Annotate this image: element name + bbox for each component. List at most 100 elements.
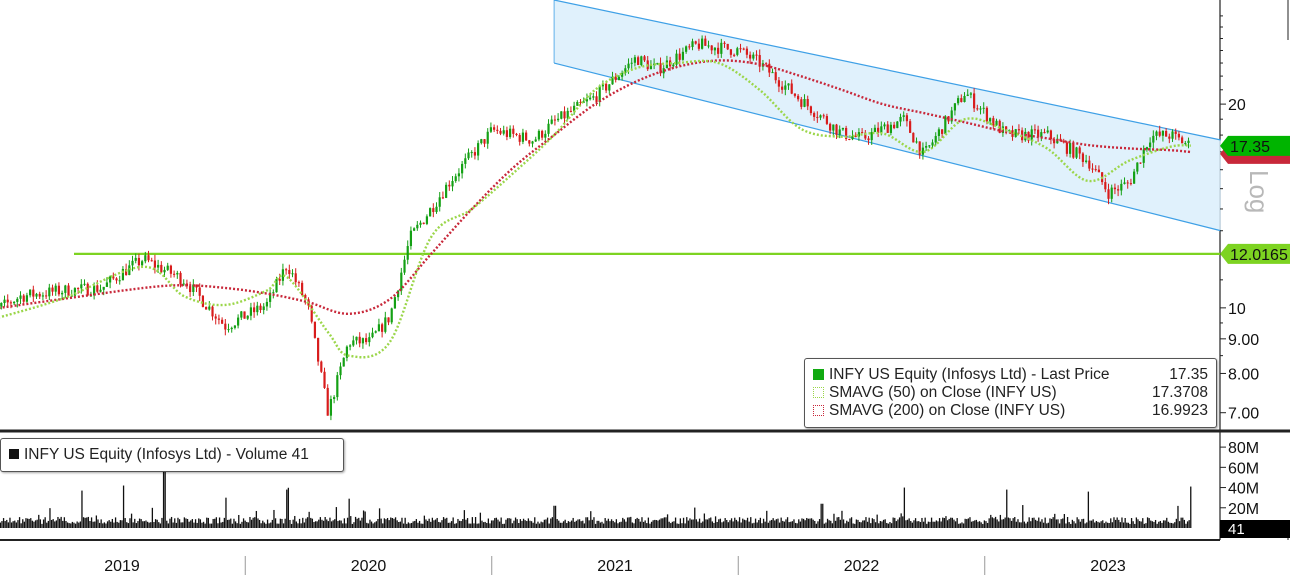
volume-bar bbox=[300, 523, 302, 528]
volume-bar bbox=[684, 523, 686, 528]
volume-bar bbox=[284, 518, 286, 528]
volume-bar bbox=[767, 522, 770, 528]
candle-body bbox=[899, 116, 902, 122]
candle-body bbox=[813, 113, 816, 117]
volume-bar bbox=[498, 521, 501, 528]
volume-bar bbox=[367, 523, 370, 528]
volume-bar bbox=[1183, 519, 1186, 528]
candle-body bbox=[528, 140, 531, 144]
volume-bar bbox=[746, 517, 749, 528]
candle-body bbox=[870, 132, 873, 141]
volume-bar bbox=[401, 517, 403, 528]
volume-bar bbox=[302, 517, 304, 528]
volume-bar bbox=[918, 521, 920, 528]
candle-body bbox=[1011, 130, 1014, 137]
volume-bar bbox=[332, 520, 334, 528]
volume-bar bbox=[630, 516, 632, 528]
volume-bar bbox=[271, 519, 274, 528]
volume-bar bbox=[908, 518, 910, 528]
volume-bar bbox=[438, 521, 440, 528]
candle-body bbox=[86, 283, 89, 296]
volume-bar bbox=[1126, 522, 1128, 528]
volume-bar bbox=[474, 517, 477, 528]
candle-body bbox=[25, 295, 29, 302]
volume-bar bbox=[346, 517, 349, 528]
volume-bar bbox=[742, 518, 744, 528]
volume-bar bbox=[455, 523, 458, 528]
volume-bar bbox=[604, 518, 606, 528]
volume-bar bbox=[391, 517, 394, 528]
volume-bar bbox=[702, 521, 704, 528]
volume-bar bbox=[510, 518, 512, 528]
candle-body bbox=[163, 269, 166, 273]
volume-bar bbox=[929, 521, 931, 528]
volume-bar bbox=[666, 514, 669, 528]
candle-body bbox=[681, 51, 685, 60]
candle-body bbox=[336, 375, 339, 398]
candle-body bbox=[1027, 131, 1030, 141]
volume-bar bbox=[150, 522, 152, 528]
volume-bar bbox=[463, 510, 466, 528]
volume-bar bbox=[1143, 523, 1146, 528]
candle-body bbox=[630, 62, 633, 64]
volume-bar bbox=[1014, 517, 1016, 528]
volume-bar bbox=[530, 521, 533, 528]
volume-bar bbox=[898, 517, 901, 528]
volume-bar bbox=[689, 518, 691, 528]
volume-bar bbox=[422, 523, 424, 528]
volume-bar bbox=[959, 523, 962, 528]
volume-bar bbox=[1118, 519, 1120, 528]
volume-bar bbox=[673, 521, 675, 528]
volume-bar bbox=[127, 523, 130, 528]
candle-body bbox=[854, 135, 857, 137]
candle-body bbox=[950, 110, 953, 122]
volume-bar bbox=[606, 520, 608, 528]
volume-bar bbox=[636, 517, 638, 528]
volume-bar bbox=[121, 520, 123, 528]
volume-bar bbox=[1150, 520, 1152, 528]
candle-body bbox=[45, 295, 48, 297]
volume-bar bbox=[97, 519, 99, 528]
candle-body bbox=[505, 130, 509, 137]
candle-body bbox=[976, 108, 979, 110]
volume-bar bbox=[287, 487, 290, 528]
volume-bar bbox=[542, 522, 544, 528]
volume-tick-label: 60M bbox=[1228, 460, 1259, 477]
volume-bar bbox=[20, 523, 22, 528]
volume-bar bbox=[511, 523, 514, 528]
volume-bar bbox=[102, 523, 104, 528]
volume-bar bbox=[916, 521, 918, 528]
volume-bar bbox=[356, 518, 358, 528]
candle-body bbox=[547, 123, 550, 134]
volume-bar bbox=[1113, 517, 1115, 528]
volume-bar bbox=[1180, 517, 1182, 528]
volume-bar bbox=[87, 516, 90, 528]
volume-bar bbox=[703, 513, 706, 528]
candle-body bbox=[537, 130, 541, 140]
candle-body bbox=[912, 132, 915, 143]
volume-bar bbox=[370, 521, 373, 528]
volume-bar bbox=[854, 523, 856, 528]
volume-bar bbox=[396, 520, 398, 528]
volume-bar bbox=[780, 517, 782, 528]
candle-body bbox=[627, 63, 630, 69]
volume-bar bbox=[620, 521, 622, 528]
candle-body bbox=[1165, 131, 1168, 137]
volume-bar bbox=[42, 519, 45, 528]
volume-bar bbox=[188, 521, 190, 528]
volume-bar bbox=[209, 523, 211, 528]
candle-body bbox=[147, 255, 150, 261]
volume-bar bbox=[884, 519, 886, 528]
volume-bar bbox=[858, 521, 861, 528]
candle-body bbox=[601, 83, 605, 87]
volume-bar bbox=[108, 520, 110, 528]
volume-bar bbox=[23, 521, 26, 528]
volume-bar bbox=[849, 518, 851, 528]
volume-bar bbox=[156, 519, 158, 528]
candle-body bbox=[374, 331, 377, 333]
volume-bar bbox=[860, 522, 862, 528]
candle-body bbox=[384, 317, 387, 332]
candle-body bbox=[454, 176, 457, 182]
volume-bar bbox=[255, 510, 258, 528]
candle-body bbox=[1097, 169, 1101, 173]
